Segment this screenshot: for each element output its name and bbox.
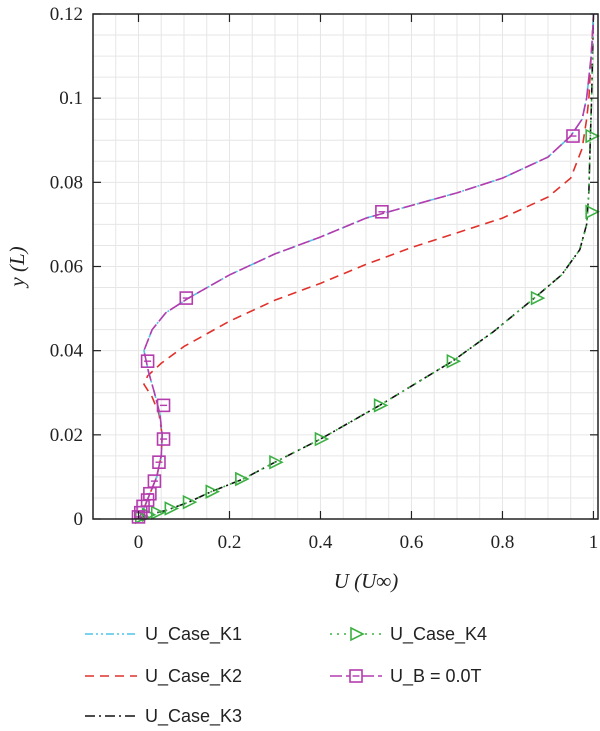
square-marker bbox=[140, 354, 155, 368]
triangle-marker bbox=[205, 484, 221, 499]
legend: U_Case_K1 U_Case_K2 U_Case_K3 U_Case_K4 U_B … bbox=[85, 624, 487, 727]
square-marker bbox=[156, 432, 171, 446]
triangle-marker bbox=[530, 290, 546, 306]
series-line-u-b-0-0t bbox=[137, 13, 595, 520]
square-marker bbox=[156, 398, 171, 413]
x-tick-label: 0.6 bbox=[400, 532, 424, 553]
square-marker bbox=[566, 129, 580, 143]
square-marker bbox=[179, 291, 194, 305]
triangle-marker bbox=[235, 471, 250, 487]
square-marker bbox=[375, 204, 389, 219]
triangle-marker bbox=[150, 505, 166, 520]
legend-label: U_Case_K4 bbox=[390, 624, 487, 645]
x-tick-label: 0.8 bbox=[491, 532, 515, 553]
legend-label: U_Case_K3 bbox=[145, 706, 242, 727]
x-axis-label: U (U∞) bbox=[334, 569, 399, 593]
triangle-marker bbox=[182, 494, 198, 510]
square-marker bbox=[131, 510, 146, 524]
y-tick-label: 0.1 bbox=[59, 88, 83, 109]
legend-triangle-marker bbox=[350, 626, 365, 642]
legend-label: U_Case_K2 bbox=[145, 666, 242, 687]
square-marker bbox=[147, 474, 162, 488]
axis-ticks bbox=[93, 13, 598, 520]
series-line-u-case-k2 bbox=[137, 13, 595, 520]
y-tick-label: 0.04 bbox=[50, 341, 84, 362]
legend-label: U_B = 0.0T bbox=[390, 666, 482, 687]
y-tick-label: 0.08 bbox=[50, 172, 83, 193]
tick-labels: 0 0.2 0.4 0.6 0.8 1 0 0.02 0.04 0.06 0.08 0.1 0.12 bbox=[50, 4, 598, 553]
y-tick-label: 0.06 bbox=[50, 257, 83, 278]
y-tick-label: 0.12 bbox=[50, 4, 83, 25]
y-tick-label: 0.02 bbox=[50, 425, 83, 446]
triangle-marker bbox=[373, 398, 389, 413]
triangle-marker bbox=[269, 454, 284, 470]
x-tick-label: 0 bbox=[134, 532, 144, 553]
square-marker bbox=[152, 455, 166, 469]
x-tick-label: 1 bbox=[589, 532, 599, 553]
x-tick-label: 0.4 bbox=[309, 532, 333, 553]
triangle-marker bbox=[164, 501, 180, 516]
y-axis-label: y (L) bbox=[5, 246, 29, 288]
x-tick-label: 0.2 bbox=[218, 532, 242, 553]
triangle-marker bbox=[314, 431, 330, 447]
legend-label: U_Case_K1 bbox=[145, 624, 242, 645]
y-tick-label: 0 bbox=[74, 509, 84, 530]
triangle-marker bbox=[585, 204, 600, 220]
series-markers bbox=[131, 128, 600, 525]
triangle-marker bbox=[446, 353, 462, 369]
triangle-marker bbox=[585, 128, 600, 144]
